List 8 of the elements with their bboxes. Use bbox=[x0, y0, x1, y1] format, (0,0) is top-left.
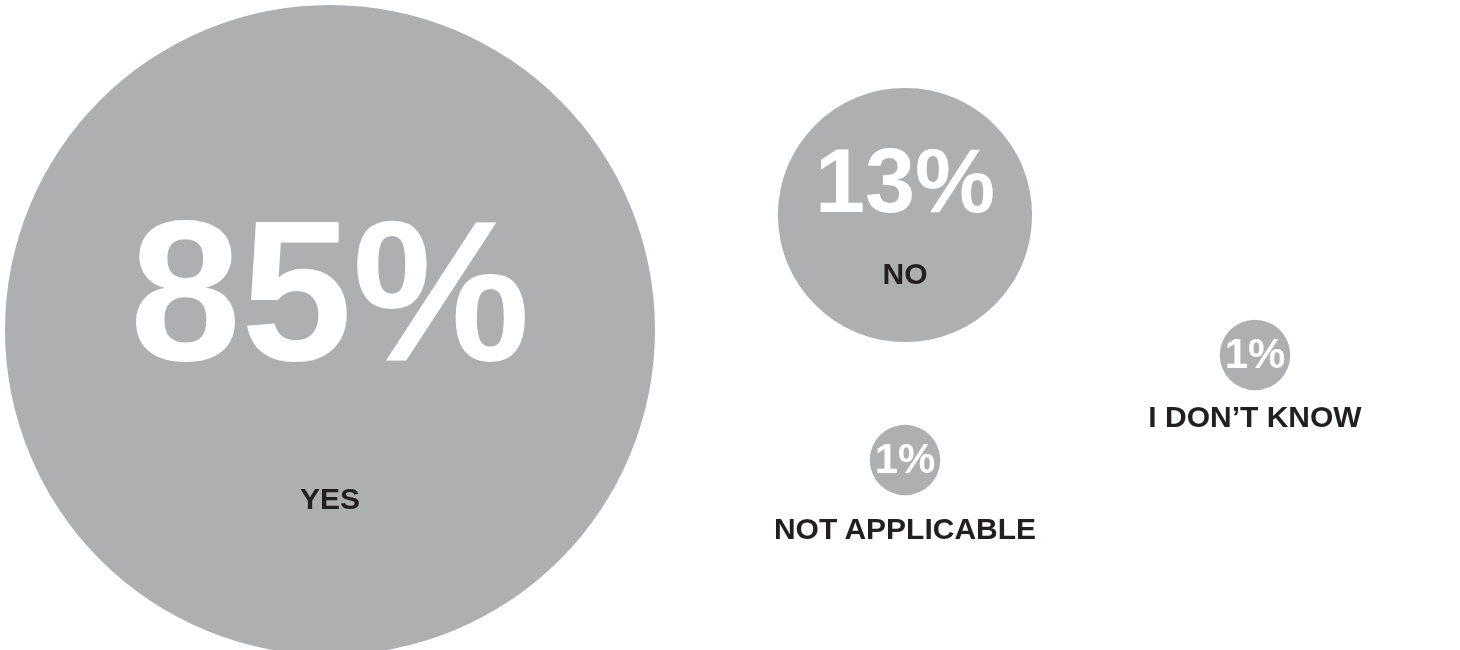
data-label: 13% bbox=[814, 131, 996, 231]
data-label: 1% bbox=[1224, 330, 1286, 377]
category-label: YES bbox=[299, 482, 361, 515]
data-label: 1% bbox=[874, 435, 936, 482]
category-label: NOT APPLICABLE bbox=[773, 512, 1037, 545]
category-label: I DON’T KNOW bbox=[1148, 400, 1363, 433]
category-label: NO bbox=[882, 257, 928, 290]
data-label: 85% bbox=[129, 179, 531, 402]
